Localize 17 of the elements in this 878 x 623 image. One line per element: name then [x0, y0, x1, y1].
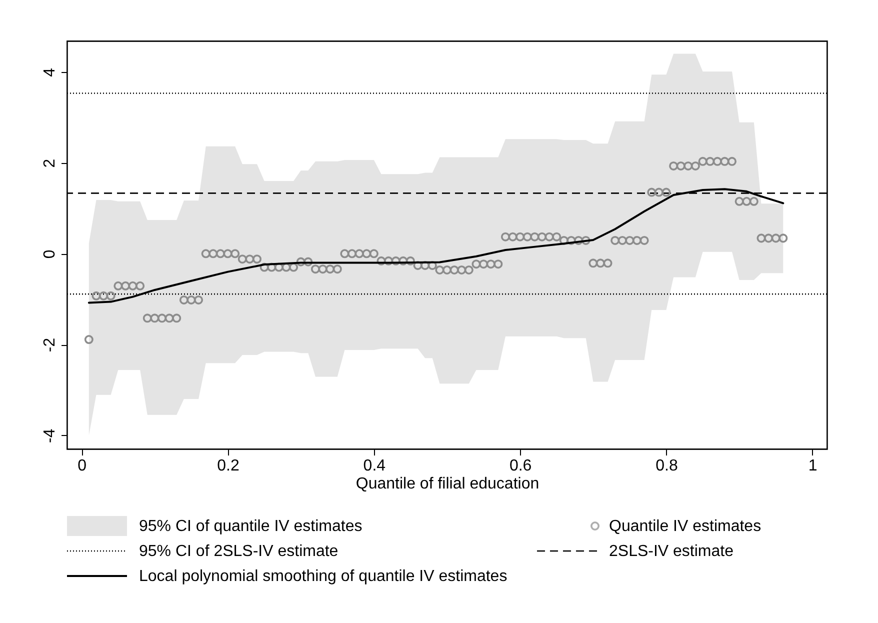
text: 95% CI of quantile IV estimates	[139, 518, 362, 535]
legend-label: Quantile IV estimates	[609, 518, 762, 535]
x-tick-label: 0.2	[217, 458, 240, 474]
x-axis-title: Quantile of filial education	[356, 476, 540, 492]
y-tick-label: -4	[42, 428, 58, 443]
y-tick-label: 2	[42, 158, 58, 168]
x-tick-label: 0.4	[363, 458, 386, 474]
y-tick-label: 4	[42, 68, 58, 77]
y-tick-label: 0	[42, 250, 58, 259]
legend-label: Local polynomial smoothing of quantile IV estimates	[139, 568, 508, 585]
x-tick-label: 1	[808, 458, 818, 474]
x-tick-label: 0.8	[656, 458, 678, 474]
y-tick-label: -2	[42, 338, 58, 352]
legend-label: 2SLS-IV estimate	[609, 543, 734, 560]
x-tick-label: 0	[78, 458, 87, 474]
x-tick-label: 0.6	[509, 458, 532, 474]
legend-label: 95% CI of 2SLS-IV estimate	[139, 543, 338, 560]
